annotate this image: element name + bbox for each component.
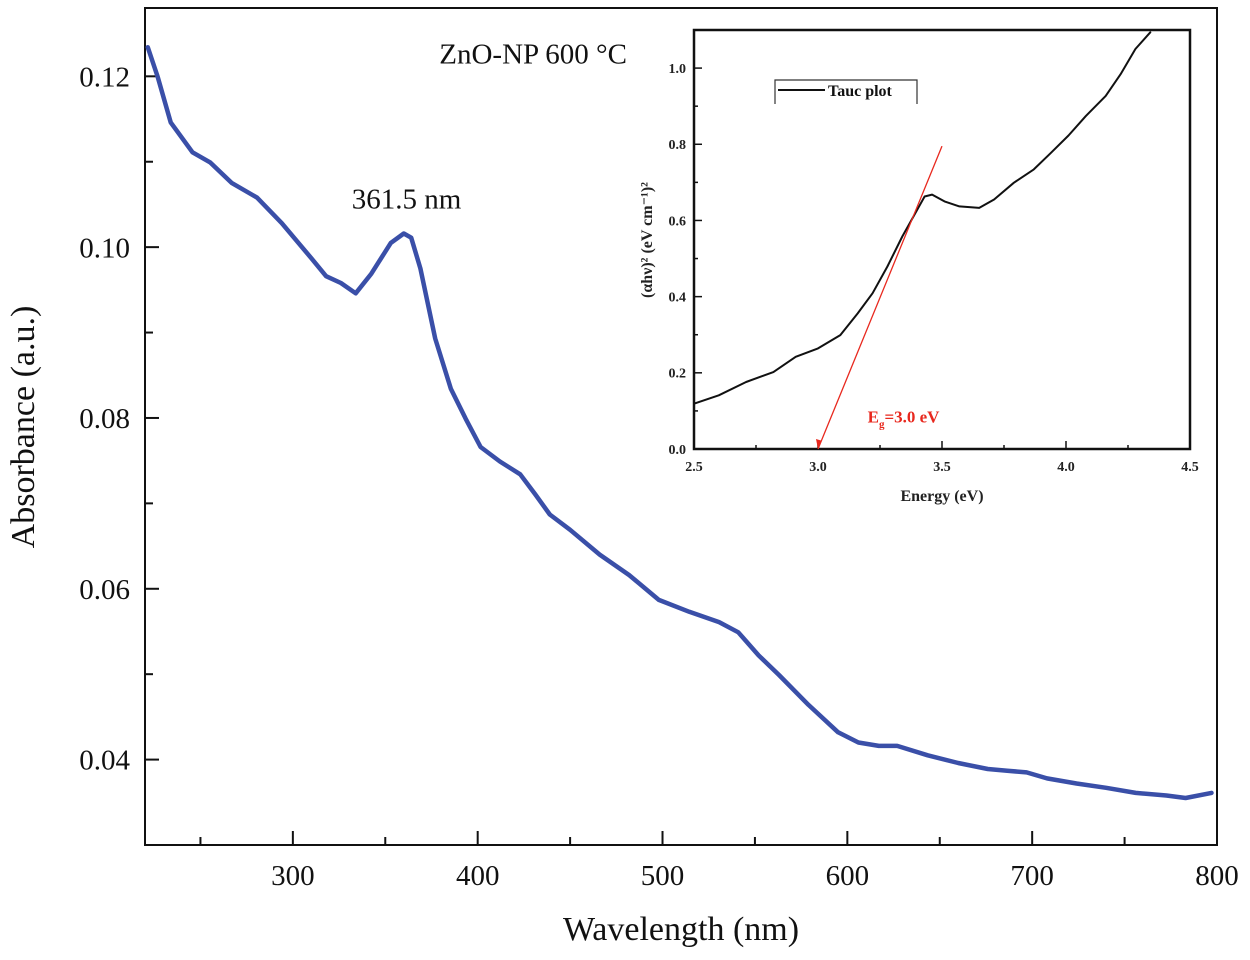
inset-y-tick-label: 1.0 bbox=[669, 62, 687, 77]
inset-y-tick-label: 0.2 bbox=[669, 367, 687, 382]
inset-y-axis-label: (αhν)² (eV cm⁻¹)² bbox=[639, 182, 656, 298]
main-x-tick-label: 600 bbox=[826, 860, 870, 892]
main-y-tick-label: 0.10 bbox=[79, 232, 130, 264]
main-x-tick-label: 400 bbox=[456, 860, 500, 892]
inset-x-axis-label: Energy (eV) bbox=[900, 488, 983, 505]
arrow-head-icon bbox=[816, 439, 821, 449]
band-gap-main: E bbox=[868, 407, 879, 426]
inset-frame bbox=[692, 28, 1192, 451]
main-x-tick-label: 700 bbox=[1010, 860, 1054, 892]
band-gap-label: Eg=3.0 eV bbox=[868, 407, 941, 430]
band-gap-sub: g bbox=[879, 418, 885, 430]
main-y-tick-label: 0.04 bbox=[79, 745, 130, 777]
inset-y-tick-label: 0.4 bbox=[669, 291, 687, 306]
main-x-tick-label: 800 bbox=[1195, 860, 1239, 892]
main-series-line bbox=[145, 45, 1214, 801]
main-x-tick-label: 300 bbox=[271, 860, 315, 892]
inset-y-tick-label: 0.8 bbox=[669, 138, 687, 153]
main-y-axis-label: Absorbance (a.u.) bbox=[5, 306, 42, 549]
inset-x-tick-label: 3.5 bbox=[933, 460, 951, 475]
legend-entry: Tauc plot bbox=[828, 83, 893, 100]
main-y-tick-label: 0.12 bbox=[79, 61, 130, 93]
inset-x-tick-label: 3.0 bbox=[809, 460, 827, 475]
sample-label: ZnO-NP 600 °C bbox=[439, 39, 627, 71]
inset-y-tick-label: 0.0 bbox=[669, 443, 687, 458]
inset-y-tick-label: 0.6 bbox=[669, 214, 687, 229]
main-y-tick-label: 0.06 bbox=[79, 574, 130, 606]
inset-legend: Tauc plot bbox=[774, 79, 918, 104]
inset-x-tick-label: 4.0 bbox=[1057, 460, 1075, 475]
inset-x-tick-label: 2.5 bbox=[685, 460, 703, 475]
legend-frame bbox=[774, 79, 918, 104]
inset-x-tick-label: 4.5 bbox=[1181, 460, 1199, 475]
peak-label: 361.5 nm bbox=[352, 184, 462, 216]
inset-tauc-plot: 2.5 3.0 3.5 4.0 4.5 0.0 0.2 0.4 0.6 0.8 1.0 bbox=[669, 28, 1199, 475]
main-x-axis-label: Wavelength (nm) bbox=[563, 911, 799, 948]
main-y-tick-label: 0.08 bbox=[79, 403, 130, 435]
main-x-tick-label: 500 bbox=[641, 860, 685, 892]
inset-series-line bbox=[693, 31, 1152, 405]
band-gap-fit-line bbox=[817, 145, 943, 450]
band-gap-rest: =3.0 eV bbox=[884, 407, 940, 426]
